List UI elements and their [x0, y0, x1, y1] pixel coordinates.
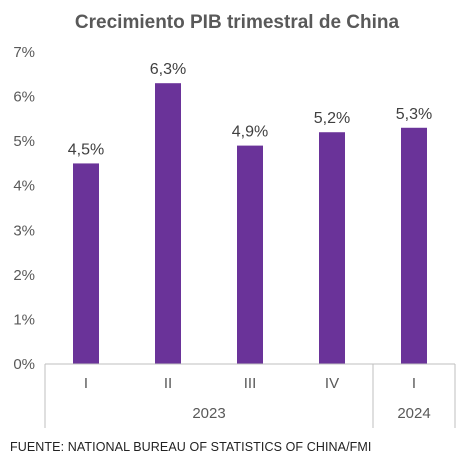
x-tick-label: IV — [325, 375, 339, 392]
bar — [401, 127, 427, 365]
y-tick-label: 1% — [13, 311, 35, 328]
y-tick-label: 2% — [13, 267, 35, 284]
x-tick-label: III — [244, 375, 257, 392]
chart-title: Crecimiento PIB trimestral de China — [75, 12, 400, 33]
x-tick-label: I — [84, 375, 88, 392]
bar — [237, 145, 263, 364]
x-tick-label: II — [164, 375, 172, 392]
y-tick-label: 3% — [13, 222, 35, 239]
y-tick-label: 5% — [13, 133, 35, 150]
y-axis: 0% 1% 2% 3% 4% 5% 6% 7% — [13, 44, 35, 373]
y-tick-label: 0% — [13, 356, 35, 373]
y-tick-label: 6% — [13, 89, 35, 106]
data-label: 4,5% — [68, 141, 104, 158]
bar — [319, 132, 345, 364]
x-group-label: 2023 — [192, 405, 225, 422]
data-labels: 4,5% 6,3% 4,9% 5,2% 5,3% — [68, 61, 432, 158]
x-tick-label: I — [412, 375, 416, 392]
source-note: FUENTE: NATIONAL BUREAU OF STATISTICS OF… — [10, 440, 372, 454]
bars — [73, 83, 427, 365]
bar — [155, 83, 181, 364]
bar — [73, 163, 99, 364]
data-label: 5,2% — [314, 110, 350, 127]
data-label: 5,3% — [396, 106, 432, 123]
y-tick-label: 7% — [13, 44, 35, 61]
data-label: 6,3% — [150, 61, 186, 78]
x-group-label: 2024 — [397, 405, 430, 422]
y-tick-label: 4% — [13, 178, 35, 195]
data-label: 4,9% — [232, 124, 268, 141]
